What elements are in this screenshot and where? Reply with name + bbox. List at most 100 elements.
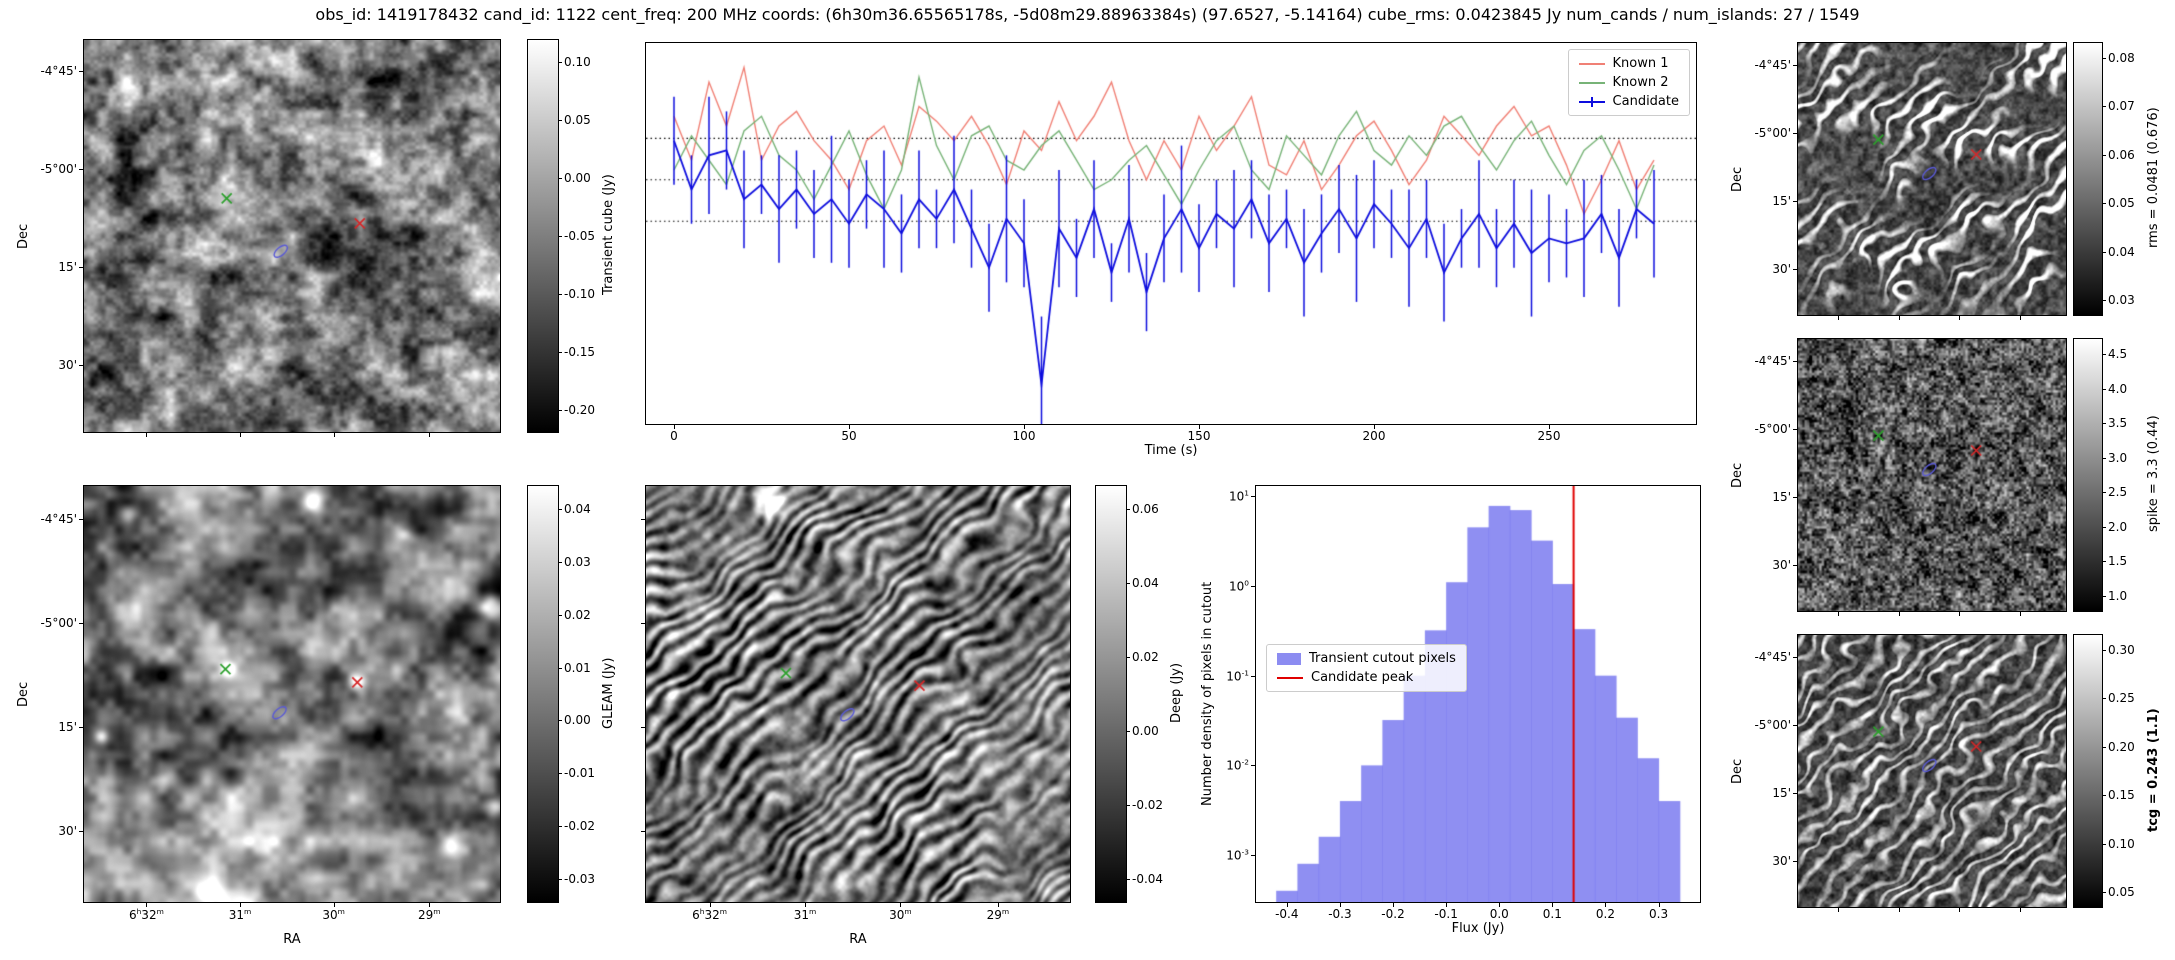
ra-tick-mark — [1838, 907, 1840, 912]
deep-cutout-panel: 6h32m 31m 30m 29m RA — [641, 485, 1071, 947]
density-tick-label: 100 — [1228, 578, 1249, 594]
ra-axis-label: RA — [849, 932, 867, 947]
dec-tick-label: 30' — [58, 824, 77, 839]
tcg-colorbar-label: tcg = 0.243 (1.1) — [2146, 708, 2161, 832]
colorbar-tick-label: -0.02 — [1132, 798, 1164, 813]
ra-tick-label: 29m — [418, 907, 441, 922]
ra-tick-mark — [1838, 611, 1840, 616]
colorbar-tick-label: 0.05 — [2108, 885, 2135, 900]
time-tick-mark — [1374, 424, 1375, 429]
colorbar-tick-mark — [2102, 154, 2106, 156]
legend-entry: Known 1 — [1578, 56, 1679, 71]
spike-cutout-image — [1798, 339, 2066, 611]
dec-tick-label: -4°45' — [40, 512, 77, 527]
dec-tick-mark — [1793, 268, 1798, 270]
colorbar-tick-label: 4.0 — [2108, 381, 2128, 396]
ra-tick-mark — [1898, 611, 1900, 616]
legend-errorbar-sample — [1590, 96, 1593, 107]
transient-cutout-image — [84, 40, 500, 432]
colorbar-tick-mark — [2102, 596, 2106, 598]
colorbar-tick-label: 0.02 — [564, 607, 591, 622]
colorbar-tick-label: 0.10 — [564, 54, 591, 69]
colorbar-gradient — [1096, 486, 1126, 902]
dec-tick-mark — [641, 519, 646, 521]
colorbar-tick-mark — [1126, 582, 1130, 584]
tcg-cutout-panel: -4°45' -5°00' 15' 30' Dec — [1730, 634, 2067, 912]
colorbar-tick-mark — [2102, 746, 2106, 748]
colorbar-tick-label: 2.0 — [2108, 519, 2128, 534]
dec-tick-label: 15' — [1772, 785, 1791, 800]
lightcurve-panel: Known 1 Known 2 Candidate Time (s) 0 50 100 1… — [645, 42, 1697, 458]
rms-colorbar-label: rms = 0.0481 (0.676) — [2146, 107, 2161, 249]
legend-patch-sample — [1277, 652, 1301, 665]
deep-colorbar: 0.06 0.04 0.02 0.00 -0.02 -0.04 — [1095, 485, 1163, 903]
colorbar-tick-label: 0.00 — [564, 170, 591, 185]
flux-tick-mark — [1552, 902, 1554, 907]
rms-cutout-image — [1798, 43, 2066, 315]
colorbar-tick-mark — [558, 294, 562, 296]
rms-cutout-panel: -4°45' -5°00' 15' 30' Dec — [1730, 42, 2067, 320]
ra-tick-mark — [1898, 907, 1900, 912]
flux-tick-label: -0.4 — [1275, 907, 1299, 921]
dec-tick-label: 30' — [1772, 261, 1791, 276]
colorbar-tick-label: -0.01 — [564, 766, 596, 781]
colorbar-tick-label: -0.05 — [564, 229, 596, 243]
colorbar-tick-mark — [558, 352, 562, 354]
gleam-cutout-image — [84, 486, 500, 902]
time-tick-label: 50 — [841, 429, 857, 443]
colorbar-tick-mark — [1126, 805, 1130, 807]
ra-tick-mark — [1958, 611, 1960, 616]
dec-tick-label: -4°45' — [1754, 649, 1791, 664]
ra-tick-mark — [2020, 611, 2022, 616]
time-tick-label: 250 — [1537, 429, 1561, 443]
histogram-legend: Transient cutout pixels Candidate peak — [1266, 644, 1467, 692]
colorbar-tick-mark — [558, 410, 562, 412]
rms-colorbar: 0.08 0.07 0.06 0.05 0.04 0.03 — [2073, 42, 2135, 316]
dec-tick-mark — [641, 623, 646, 625]
colorbar-tick-mark — [2102, 57, 2106, 59]
colorbar-tick-label: 0.00 — [1132, 724, 1159, 739]
ra-tick-mark — [1958, 907, 1960, 912]
dec-tick-mark — [1793, 496, 1798, 498]
colorbar-tick-label: 0.01 — [564, 660, 591, 675]
colorbar-tick-mark — [2102, 795, 2106, 797]
density-tick-mark — [1251, 675, 1256, 677]
colorbar-tick-mark — [558, 667, 562, 669]
ra-tick-label: 31m — [793, 907, 817, 922]
density-tick-mark — [1251, 585, 1256, 587]
flux-tick-mark — [1339, 902, 1341, 907]
colorbar-tick-mark — [1126, 508, 1130, 510]
flux-tick-label: -0.1 — [1434, 907, 1458, 921]
ra-tick-label: 31m — [228, 907, 252, 922]
dec-axis-label: Dec — [1730, 166, 1745, 192]
dec-axis-label: Dec — [16, 681, 31, 707]
legend-entry: Known 2 — [1578, 75, 1679, 90]
ra-tick-mark — [709, 902, 711, 907]
colorbar-tick-label: 1.0 — [2108, 589, 2128, 604]
time-axis-label: Time (s) — [1144, 443, 1198, 458]
ra-tick-label: 30m — [889, 907, 912, 922]
colorbar-tick-mark — [558, 879, 562, 881]
colorbar-tick-mark — [558, 236, 562, 237]
ra-tick-mark — [997, 902, 999, 907]
deep-colorbar-label: Deep (Jy) — [1169, 662, 1184, 724]
colorbar-tick-mark — [558, 720, 562, 722]
ra-tick-label: 29m — [986, 907, 1010, 922]
density-tick-label: 101 — [1228, 488, 1249, 504]
dec-tick-label: -4°45' — [40, 64, 77, 79]
colorbar-tick-label: 0.06 — [2108, 147, 2135, 162]
flux-tick-label: 0.3 — [1649, 907, 1669, 921]
ra-tick-mark — [333, 432, 335, 437]
lightcurve-legend: Known 1 Known 2 Candidate — [1567, 49, 1690, 116]
ra-tick-mark — [146, 432, 148, 437]
legend-entry: Candidate peak — [1277, 670, 1456, 685]
ra-tick-mark — [429, 432, 431, 437]
colorbar-tick-label: 4.5 — [2108, 346, 2128, 361]
gleam-cutout-panel: 6h32m 31m 30m 29m -4°45' -5°00' 15' 30' Dec RA — [16, 485, 501, 947]
colorbar-tick-label: 0.04 — [2108, 244, 2135, 259]
colorbar-tick-label: 0.07 — [2108, 99, 2135, 114]
flux-tick-mark — [1499, 902, 1501, 907]
colorbar-tick-mark — [1126, 731, 1130, 733]
gleam-colorbar-label: GLEAM (Jy) — [601, 657, 616, 729]
dec-tick-mark — [79, 623, 84, 625]
